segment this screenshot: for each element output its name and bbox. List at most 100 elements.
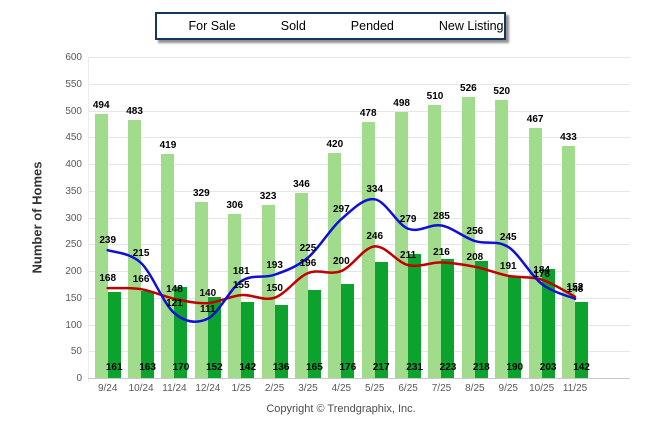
x-tick-label: 9/25 <box>498 383 518 394</box>
new-listing-line <box>106 198 577 323</box>
for-sale-value-label: 510 <box>426 91 444 103</box>
bar-for-sale <box>395 111 409 378</box>
gridline <box>88 351 630 353</box>
sold-value-label: 217 <box>372 362 390 373</box>
y-tick-label: 400 <box>65 159 82 170</box>
sold-value-label: 152 <box>205 362 223 373</box>
x-tick-label: 6/25 <box>398 383 418 394</box>
pended-value-label: 166 <box>132 274 150 286</box>
new-listing-value-label: 297 <box>333 204 350 216</box>
bar-for-sale <box>194 201 208 378</box>
x-tick-label: 10/25 <box>529 383 555 394</box>
sold-value-label: 136 <box>272 362 290 373</box>
new-listing-value-label: 245 <box>499 231 517 243</box>
new-listing-value-label: 285 <box>433 210 450 222</box>
x-tick-label: 10/24 <box>128 383 154 394</box>
sold-value-label: 165 <box>306 362 323 373</box>
gridline <box>88 83 630 85</box>
legend-item-for-sale: For Sale <box>158 19 236 33</box>
x-tick-label: 5/25 <box>364 383 385 394</box>
gridline <box>88 217 630 219</box>
gridline <box>88 324 630 326</box>
y-axis-line <box>88 57 89 382</box>
sold-value-label: 223 <box>439 362 457 373</box>
x-tick-label: 3/25 <box>298 383 318 394</box>
bar-sold <box>541 269 555 378</box>
y-tick-label: 0 <box>76 373 82 384</box>
sold-value-label: 161 <box>105 362 123 373</box>
new-listing-value-label: 256 <box>466 226 484 238</box>
gridline <box>88 164 630 165</box>
x-tick-label: 11/25 <box>562 383 588 394</box>
bar-for-sale <box>294 192 308 378</box>
new-listing-value-label: 148 <box>566 283 584 295</box>
bar-sold <box>575 302 588 378</box>
for-sale-value-label: 520 <box>493 85 511 97</box>
sold-value-label: 218 <box>473 362 490 373</box>
legend-label-for-sale: For Sale <box>188 19 236 33</box>
bar-sold <box>307 289 321 378</box>
bar-for-sale <box>528 128 542 378</box>
bar-sold <box>408 254 422 378</box>
sold-value-label: 163 <box>139 362 156 373</box>
x-axis-line <box>88 378 630 379</box>
x-tick-label: 2/25 <box>264 383 285 394</box>
bar-sold <box>107 291 121 378</box>
y-tick-label: 200 <box>65 266 82 277</box>
sold-value-label: 190 <box>506 362 524 373</box>
pended-value-label: 168 <box>99 273 117 285</box>
sold-value-label: 170 <box>172 362 190 373</box>
legend-label-sold: Sold <box>280 19 306 33</box>
bar-for-sale <box>562 146 575 378</box>
pended-value-label: 152 <box>566 281 584 293</box>
pended-value-label: 150 <box>266 282 283 294</box>
sold-value-label: 142 <box>573 362 590 373</box>
x-tick-label: 9/24 <box>97 383 118 394</box>
pended-value-label: 208 <box>466 251 484 263</box>
bar-sold <box>141 290 155 378</box>
pended-value-label: 191 <box>499 260 517 272</box>
x-tick-label: 12/24 <box>195 383 221 394</box>
y-tick-label: 300 <box>65 212 82 224</box>
bar-sold <box>374 261 388 378</box>
pended-value-label: 216 <box>433 247 450 259</box>
gridline <box>88 137 630 139</box>
sold-value-label: 142 <box>239 362 257 373</box>
sold-value-label: 176 <box>339 362 357 373</box>
bar-sold <box>341 283 355 378</box>
bar-for-sale <box>495 99 509 378</box>
gridline <box>88 297 630 299</box>
for-sale-value-label: 419 <box>159 139 177 151</box>
bar-for-sale <box>428 105 442 378</box>
bar-sold <box>174 287 188 378</box>
for-sale-value-label: 478 <box>359 108 377 120</box>
for-sale-value-label: 323 <box>259 191 277 203</box>
new-listing-value-label: 193 <box>266 259 283 271</box>
bar-sold <box>274 305 288 378</box>
new-listing-value-label: 225 <box>299 242 317 254</box>
for-sale-value-label: 420 <box>326 139 344 151</box>
for-sale-value-label: 346 <box>293 178 310 190</box>
gridline <box>88 244 630 246</box>
bar-sold <box>441 258 455 378</box>
for-sale-value-label: 498 <box>393 97 410 109</box>
pended-value-label: 246 <box>366 231 384 243</box>
new-listing-value-label: 279 <box>399 213 417 225</box>
legend-label-new-listing: New Listing <box>438 19 504 33</box>
legend-label-pended: Pended <box>350 19 394 33</box>
y-tick-label: 250 <box>65 239 82 251</box>
pended-line <box>106 245 577 305</box>
new-listing-value-label: 215 <box>132 247 150 259</box>
pended-value-label: 196 <box>299 258 317 270</box>
bar-for-sale <box>128 119 142 378</box>
pended-value-label: 155 <box>232 280 250 292</box>
x-tick-label: 8/25 <box>465 383 485 394</box>
y-tick-label: 550 <box>65 78 82 90</box>
bar-for-sale <box>261 205 275 378</box>
bar-sold <box>474 261 488 378</box>
gridline <box>88 190 630 192</box>
sold-value-label: 231 <box>406 362 423 373</box>
gridline <box>88 271 630 272</box>
pended-value-label: 211 <box>400 250 417 262</box>
